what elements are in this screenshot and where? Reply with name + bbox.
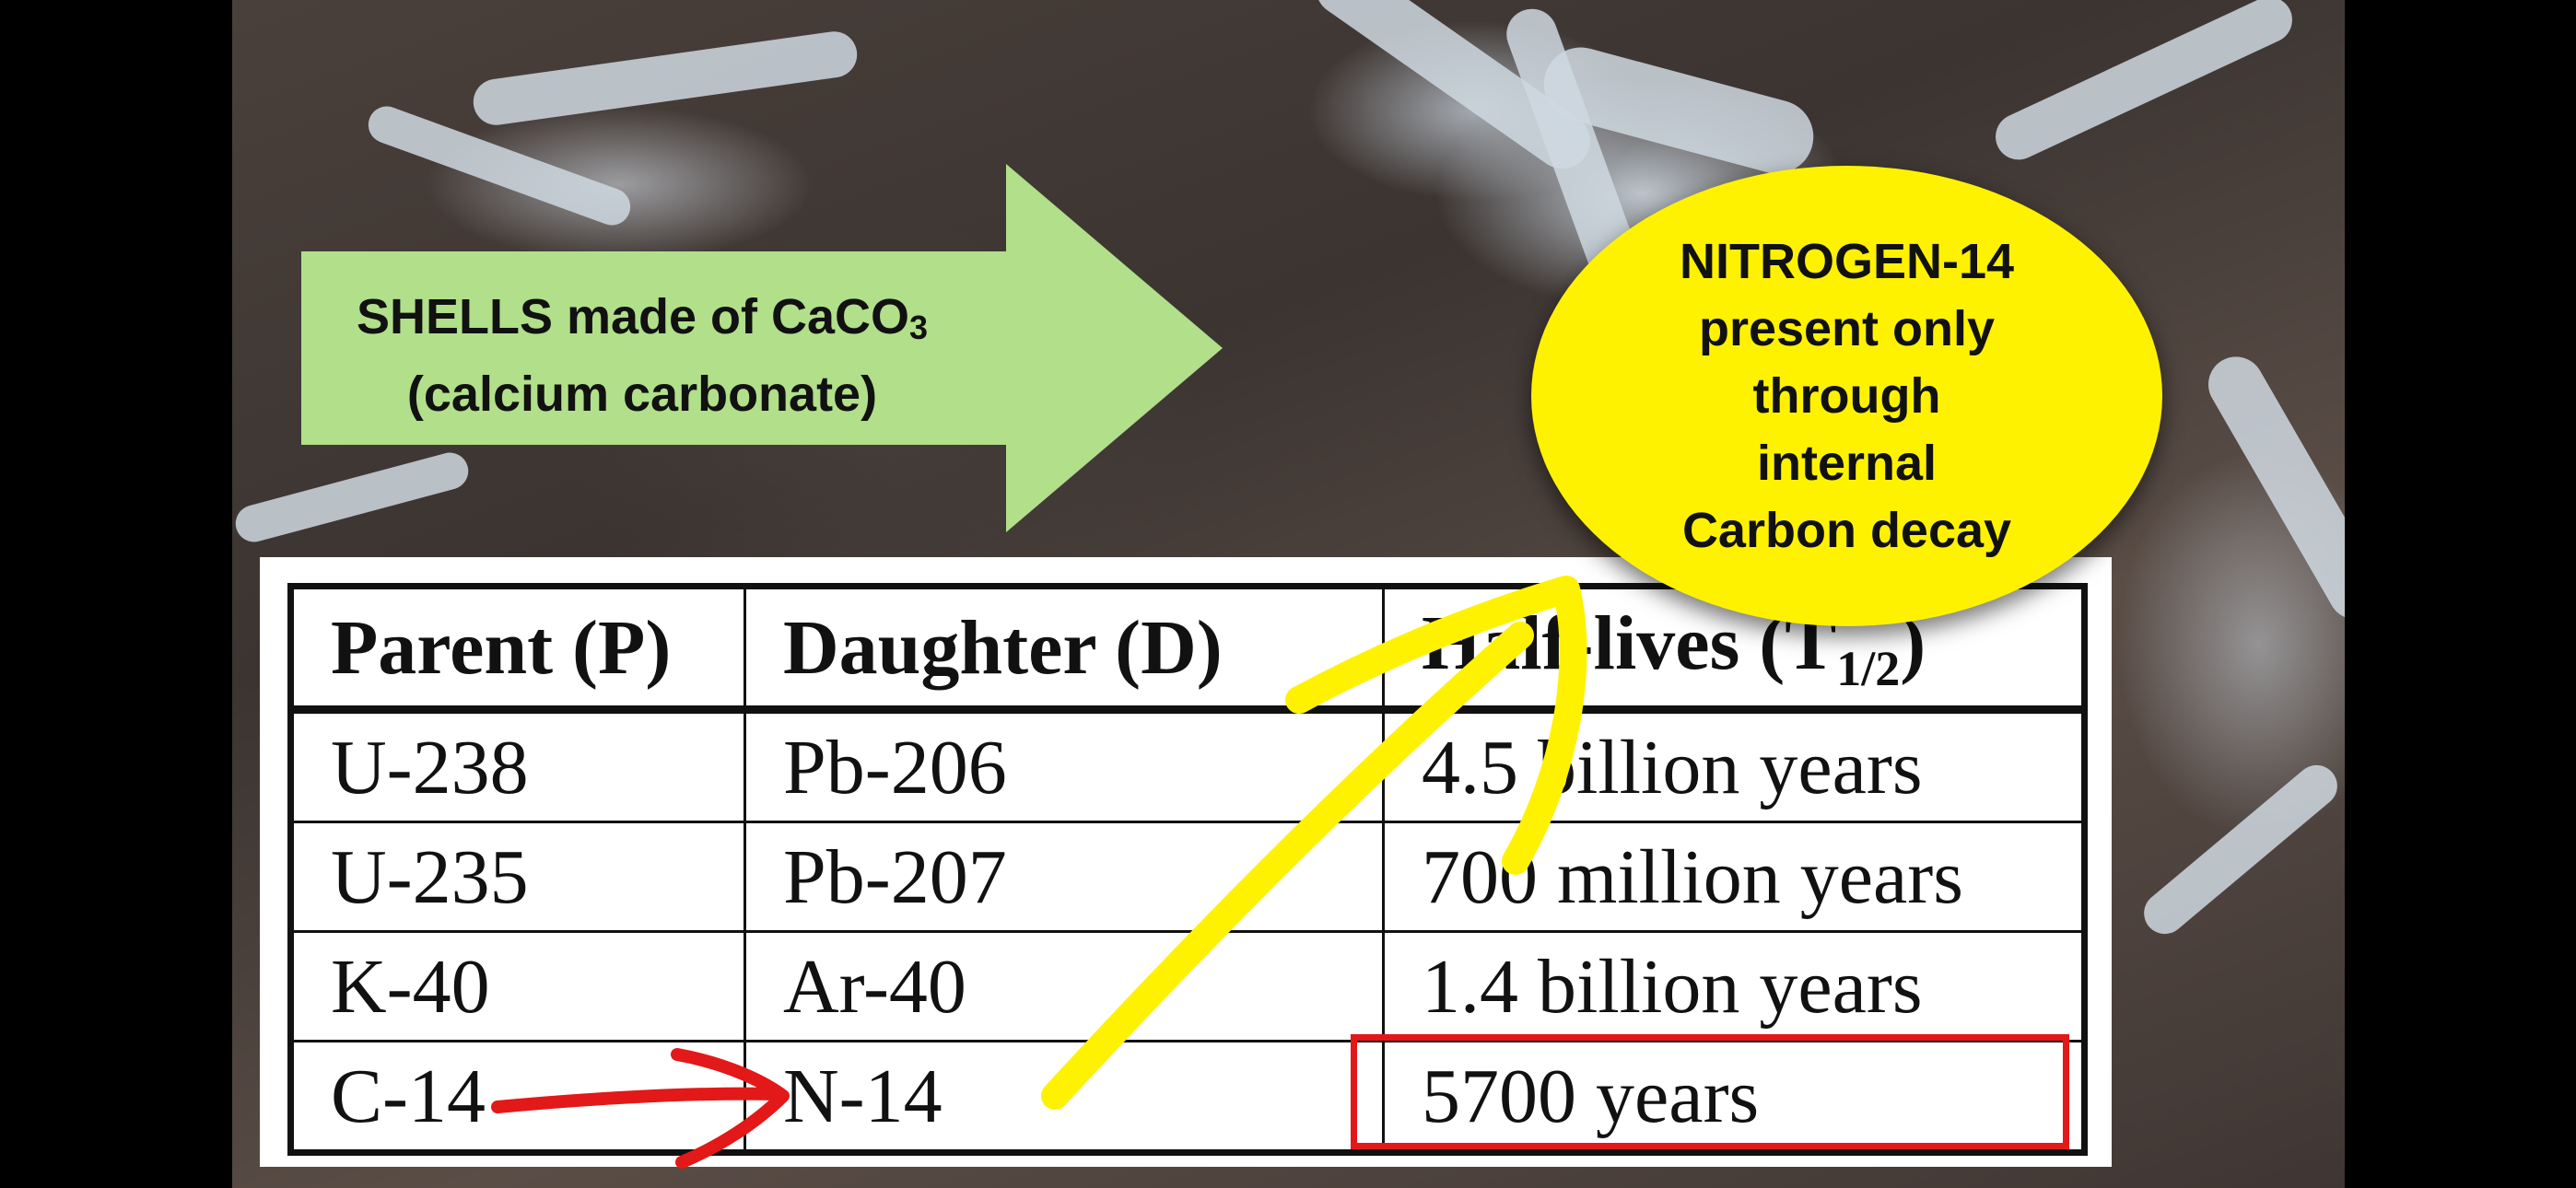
table-row: K-40 Ar-40 1.4 billion years: [289, 930, 2086, 1042]
fossil-shell: [1987, 0, 2301, 168]
arrow-label-line2: (calcium carbonate): [406, 367, 878, 422]
callout-line: through: [1752, 367, 1941, 424]
nitrogen-callout-bubble: NITROGEN-14 present only through interna…: [1531, 166, 2162, 626]
header-daughter: Daughter (D): [744, 585, 1385, 714]
callout-line: internal: [1756, 435, 1938, 491]
cell-half-life: 4.5 billion years: [1382, 708, 2086, 823]
callout-line: present only: [1698, 300, 1996, 356]
fossil-shell: [2198, 346, 2345, 630]
callout-line: NITROGEN-14: [1679, 233, 2015, 289]
cell-half-life: 700 million years: [1382, 821, 2086, 933]
fossil-shell: [470, 29, 861, 128]
cell-daughter: Pb-207: [744, 821, 1385, 933]
half-life-subscript: 1/2: [1836, 640, 1901, 696]
cell-half-life: 1.4 billion years: [1382, 930, 2086, 1042]
callout-line: Carbon decay: [1681, 502, 2012, 558]
header-parent: Parent (P): [289, 585, 746, 714]
slide-background: SHELLS made of CaCO3 (calcium carbonate)…: [232, 0, 2345, 1188]
arrow-label-line1: SHELLS made of CaCO: [356, 289, 910, 344]
cell-daughter: Ar-40: [744, 930, 1385, 1042]
cell-parent: U-235: [289, 821, 746, 933]
fossil-shell: [2135, 756, 2345, 943]
cell-daughter: N-14: [744, 1040, 1385, 1154]
half-life-highlight-box: [1351, 1034, 2069, 1149]
cell-parent: C-14: [289, 1040, 746, 1154]
table-row: U-238 Pb-206 4.5 billion years: [289, 708, 2086, 823]
arrow-label: SHELLS made of CaCO3 (calcium carbonate): [347, 284, 937, 427]
arrow-label-subscript: 3: [909, 309, 929, 346]
cell-parent: U-238: [289, 708, 746, 823]
table-row: U-235 Pb-207 700 million years: [289, 821, 2086, 933]
cell-daughter: Pb-206: [744, 708, 1385, 823]
cell-parent: K-40: [289, 930, 746, 1042]
callout-text: NITROGEN-14 present only through interna…: [1608, 228, 2087, 565]
green-arrow: [301, 164, 1223, 532]
